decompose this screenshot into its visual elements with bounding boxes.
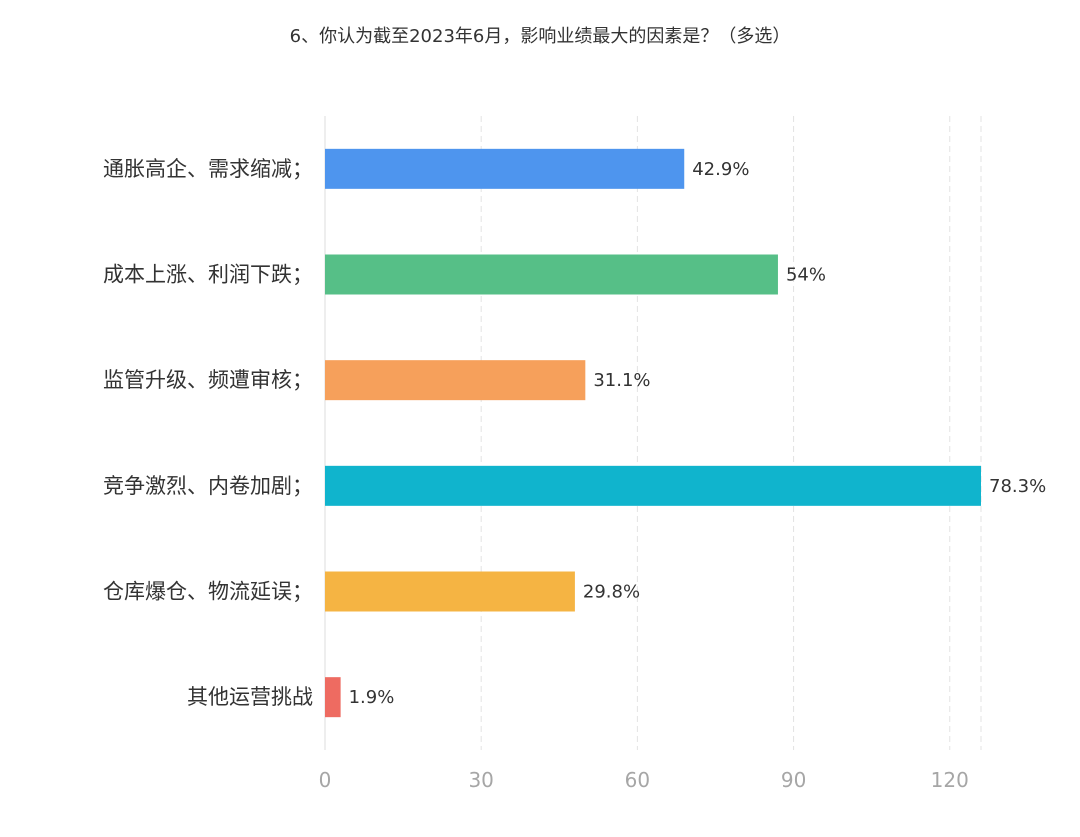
- category-label: 监管升级、频遭审核；: [103, 368, 313, 392]
- category-label: 竞争激烈、内卷加剧；: [103, 474, 313, 498]
- bars: [325, 148, 981, 718]
- category-label: 成本上涨、利润下跌；: [103, 263, 313, 287]
- data-label: 42.9%: [692, 159, 749, 180]
- bar: [325, 571, 575, 612]
- category-label: 通胀高企、需求缩减；: [103, 157, 313, 181]
- x-tick-label: 60: [625, 768, 650, 792]
- bar: [325, 254, 778, 295]
- category-label: 其他运营挑战: [187, 685, 313, 709]
- gridlines: [480, 116, 982, 750]
- data-label: 31.1%: [593, 370, 650, 391]
- data-label: 29.8%: [583, 582, 640, 603]
- category-labels: 通胀高企、需求缩减； 成本上涨、利润下跌； 监管升级、频遭审核； 竞争激烈、内卷加剧；…: [103, 157, 313, 709]
- data-label: 54%: [786, 265, 826, 286]
- chart-title: 6、你认为截至2023年6月，影响业绩最大的因素是？（多选）: [289, 26, 791, 47]
- category-label: 仓库爆仓、物流延误；: [103, 580, 313, 604]
- x-tick-label: 120: [931, 768, 969, 792]
- x-tick-label: 0: [319, 768, 332, 792]
- bar: [325, 360, 586, 401]
- data-label: 78.3%: [989, 476, 1046, 497]
- x-tick-label: 30: [468, 768, 493, 792]
- bar: [325, 148, 685, 189]
- x-axis-ticks: 0 30 60 90 120: [319, 768, 969, 792]
- bar: [325, 677, 341, 718]
- bar: [325, 465, 981, 506]
- value-labels: 42.9% 54% 31.1% 78.3% 29.8% 1.9%: [349, 159, 1047, 708]
- x-tick-label: 90: [781, 768, 806, 792]
- data-label: 1.9%: [349, 687, 395, 708]
